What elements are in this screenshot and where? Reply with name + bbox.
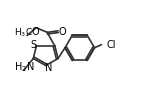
Text: O: O xyxy=(59,27,66,37)
Text: N: N xyxy=(45,63,52,73)
Text: S: S xyxy=(30,40,36,50)
Text: Cl: Cl xyxy=(107,40,116,50)
Text: O: O xyxy=(32,27,39,37)
Text: H$_3$C: H$_3$C xyxy=(14,26,33,39)
Text: H$_2$N: H$_2$N xyxy=(14,60,34,74)
